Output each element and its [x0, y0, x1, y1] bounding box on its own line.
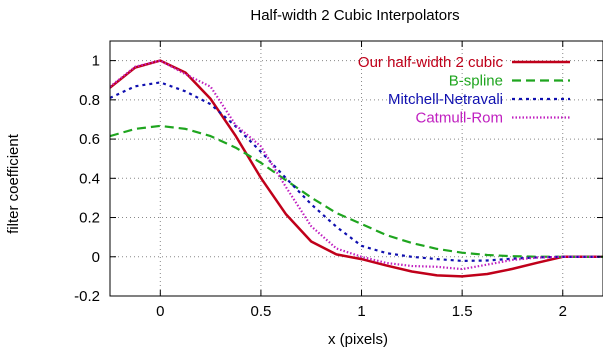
series-line-2: [110, 124, 603, 258]
y-tick-label: 1: [92, 53, 100, 70]
plot-frame: [109, 40, 603, 297]
x-tick-label: 0.5: [250, 303, 271, 320]
y-tick-label: 0.6: [79, 131, 100, 148]
series-layer: [110, 59, 603, 278]
y-tick-label: 0.8: [79, 92, 100, 109]
axes: 0 0.5 1 1.5 2 -0.2 0 0.2 0.4 0.6 0.8 1: [74, 40, 603, 320]
series-line-4: [110, 59, 603, 271]
x-tick-label: 1: [357, 303, 365, 320]
x-tick-label: 2: [559, 303, 567, 320]
y-tick-label: 0: [92, 249, 100, 266]
legend-label-4: Catmull-Rom: [415, 110, 503, 127]
x-tick-label: 0: [156, 303, 164, 320]
legend: Our half-width 2 cubic B-splineMitchell-N…: [358, 54, 570, 127]
legend-label-1: Our half-width 2 cubic: [358, 54, 504, 71]
y-tick-label: -0.2: [74, 288, 100, 305]
y-tick-label: 0.2: [79, 210, 100, 227]
y-tick-label: 0.4: [79, 170, 100, 187]
legend-label-2: B-spline: [449, 73, 503, 90]
x-tick-label: 1.5: [452, 303, 473, 320]
series-line-1: [110, 59, 603, 278]
chart-title: Half-width 2 Cubic Interpolators: [250, 7, 459, 24]
series-line-3: [110, 81, 603, 262]
legend-label-3: Mitchell-Netravali: [388, 91, 503, 108]
x-axis-label: x (pixels): [328, 331, 388, 348]
y-axis-label: filter coefficient: [5, 133, 22, 234]
